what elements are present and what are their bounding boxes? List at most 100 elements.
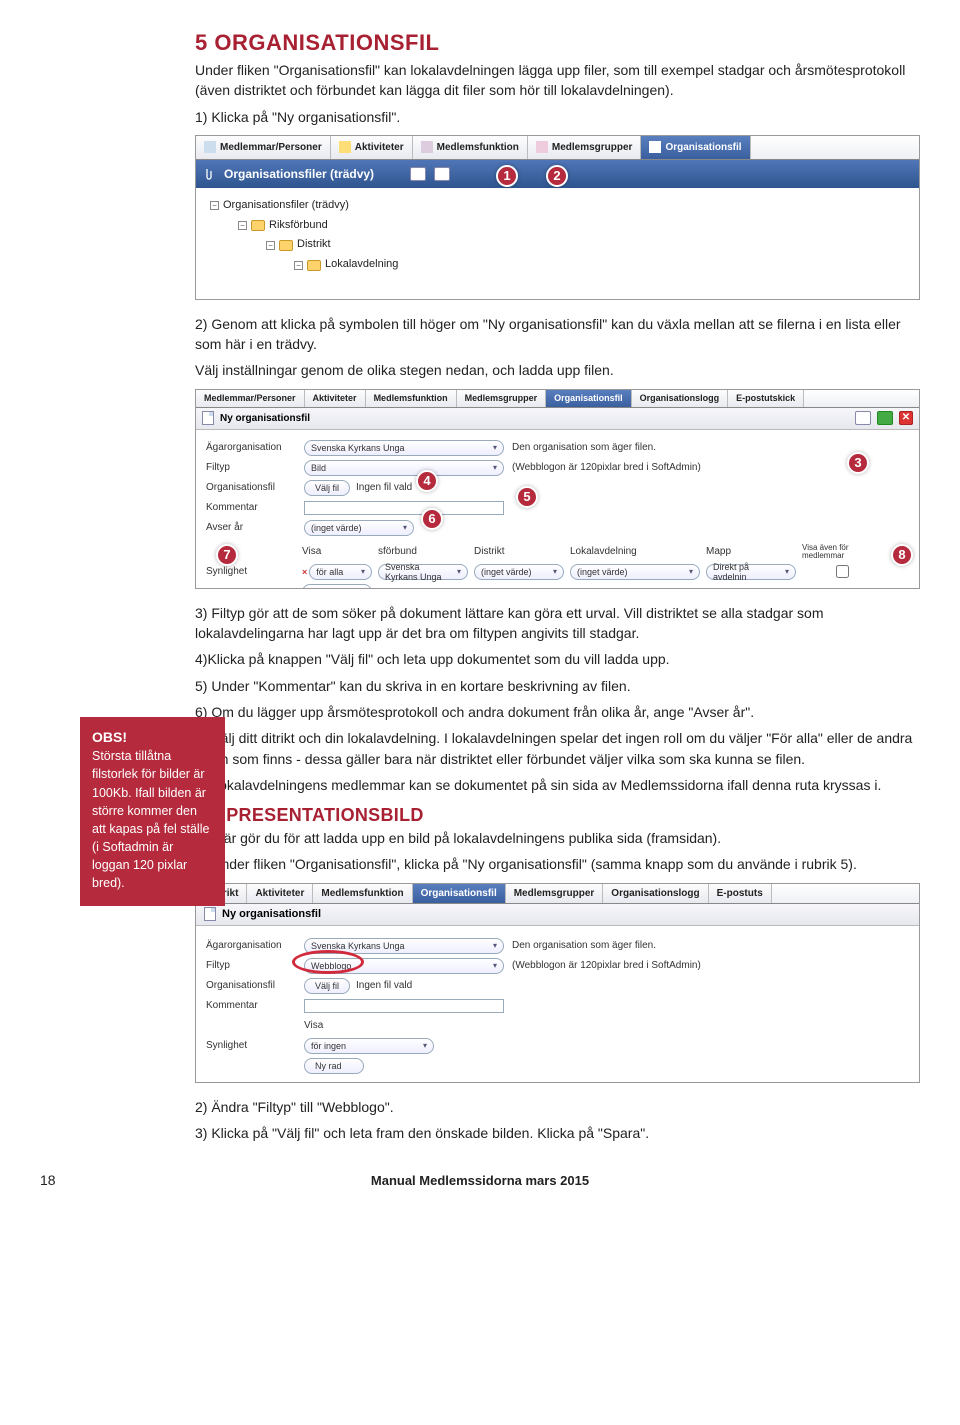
btn-ny-rad[interactable]: Ny rad	[302, 584, 372, 589]
step-4: 4)Klicka på knappen "Välj fil" och leta …	[195, 649, 920, 669]
sel-agarorg[interactable]: Svenska Kyrkans Unga	[304, 440, 504, 456]
highlight-oval	[292, 950, 364, 974]
hdr-forbund: sförbund	[378, 546, 468, 557]
badge-2: 2	[546, 165, 568, 187]
sel-lokav[interactable]: (inget värde)	[570, 564, 700, 580]
hdr-visa: Visa	[302, 546, 372, 557]
lbl-avser-ar: Avser år	[206, 522, 296, 533]
ss3-subbar: Ny organisationsfil	[196, 904, 919, 926]
tab-aktiviteter[interactable]: Aktiviteter	[331, 136, 413, 159]
ss3-tab-4[interactable]: Medlemsgrupper	[506, 884, 604, 903]
ss3-hdr-visa: Visa	[304, 1020, 374, 1031]
ss2-tab-6[interactable]: E-postutskick	[728, 390, 804, 407]
section-5-1-p2: 1) Under fliken "Organisationsfil", klic…	[195, 854, 920, 874]
badge-1: 1	[496, 165, 518, 187]
remove-row-icon[interactable]: ×	[302, 567, 307, 577]
ss2-tab-5[interactable]: Organisationslogg	[632, 390, 729, 407]
sel-avser-ar[interactable]: (inget värde)	[304, 520, 414, 536]
document-icon	[202, 411, 214, 425]
section-5-intro: Under fliken "Organisationsfil" kan loka…	[195, 60, 920, 101]
lbl-synlighet: Synlighet	[206, 566, 296, 577]
ss3-hint-agarorg: Den organisation som äger filen.	[512, 940, 909, 951]
screenshot-1: Medlemmar/Personer Aktiviteter Medlemsfu…	[195, 135, 920, 300]
tree-distrikt[interactable]: −Distrikt	[210, 235, 909, 255]
ss1-tabs: Medlemmar/Personer Aktiviteter Medlemsfu…	[196, 136, 919, 160]
step-choose: Välj inställningar genom de olika stegen…	[195, 360, 920, 380]
ss3-hint-filtyp: (Webblogon är 120pixlar bred i SoftAdmin…	[512, 960, 909, 971]
screenshot-2: Medlemmar/Personer Aktiviteter Medlemsfu…	[195, 389, 920, 589]
tab-organisationsfil[interactable]: Organisationsfil	[641, 136, 750, 159]
ss2-icon-cal[interactable]	[855, 411, 871, 425]
sel-mapp[interactable]: Direkt på avdelnin	[706, 564, 796, 580]
ss3-tab-2[interactable]: Medlemsfunktion	[313, 884, 412, 903]
tree-lokalavdelning[interactable]: −Lokalavdelning	[210, 255, 909, 275]
screenshot-3: Distrikt Aktiviteter Medlemsfunktion Org…	[195, 883, 920, 1083]
sel-for-alla[interactable]: för alla	[309, 564, 372, 580]
ss2-form: Ägarorganisation Svenska Kyrkans Unga De…	[196, 430, 919, 589]
input-kommentar[interactable]	[304, 501, 504, 515]
toggle-view-button[interactable]	[434, 167, 450, 181]
ss2-tab-3[interactable]: Medlemsgrupper	[457, 390, 547, 407]
after-p1: 2) Ändra "Filtyp" till "Webblogo".	[195, 1097, 920, 1117]
ss3-btn-valj-fil[interactable]: Välj fil	[304, 978, 350, 994]
ss3-lbl-agarorg: Ägarorganisation	[206, 940, 296, 951]
ss3-btn-ny-rad[interactable]: Ny rad	[304, 1058, 364, 1074]
section-5-1-p1: Så här gör du för att ladda upp en bild …	[195, 828, 920, 848]
hdr-visa-medlemmar: Visa även för medlemmar	[802, 544, 882, 560]
val-ingen-fil: Ingen fil vald	[356, 482, 412, 493]
ss2-subbar: Ny organisationsfil ✕	[196, 408, 919, 430]
ss2-tab-4[interactable]: Organisationsfil	[546, 390, 632, 407]
badge-7: 7	[216, 544, 238, 566]
sel-filtyp[interactable]: Bild	[304, 460, 504, 476]
sel-distrikt[interactable]: (inget värde)	[474, 564, 564, 580]
ss2-tab-0[interactable]: Medlemmar/Personer	[196, 390, 305, 407]
section-5-title: 5 ORGANISATIONSFIL	[195, 30, 920, 56]
ss2-tab-1[interactable]: Aktiviteter	[305, 390, 366, 407]
chk-visa-medlemmar[interactable]	[836, 565, 849, 578]
hdr-mapp: Mapp	[706, 546, 796, 557]
step-6: 6) Om du lägger upp årsmötesprotokoll oc…	[195, 702, 920, 722]
ss3-sel-for-ingen[interactable]: för ingen	[304, 1038, 434, 1054]
tree-riksforbund[interactable]: −Riksförbund	[210, 216, 909, 236]
ss3-input-kommentar[interactable]	[304, 999, 504, 1013]
step-1: 1) Klicka på "Ny organisationsfil".	[195, 107, 920, 127]
new-file-button[interactable]	[410, 167, 426, 181]
obs-title: OBS!	[92, 727, 213, 747]
hdr-lokalavdelning: Lokalavdelning	[570, 546, 700, 557]
ss3-lbl-kommentar: Kommentar	[206, 1000, 296, 1011]
sel-sku[interactable]: Svenska Kyrkans Unga	[378, 564, 468, 580]
close-icon[interactable]: ✕	[899, 411, 913, 425]
ss3-lbl-synlighet: Synlighet	[206, 1040, 296, 1051]
document-icon	[204, 907, 216, 921]
btn-valj-fil[interactable]: Välj fil	[304, 480, 350, 496]
ss3-val-ingen: Ingen fil vald	[356, 980, 412, 991]
tree-root[interactable]: −Organisationsfiler (trädvy)	[210, 196, 909, 216]
tab-medlemmar[interactable]: Medlemmar/Personer	[196, 136, 331, 159]
badge-6: 6	[421, 508, 443, 530]
lbl-kommentar: Kommentar	[206, 502, 296, 513]
ss1-subbar-title: Organisationsfiler (trädvy)	[224, 167, 374, 181]
ss2-tabs: Medlemmar/Personer Aktiviteter Medlemsfu…	[196, 390, 919, 408]
ss3-tabs: Distrikt Aktiviteter Medlemsfunktion Org…	[196, 884, 919, 904]
obs-text: Största tillåtna filstorlek för bilder ä…	[92, 747, 213, 892]
step-7: 7) Välj ditt ditrikt och din lokalavdeln…	[195, 728, 920, 769]
step-8: 8) Lokalavdelningens medlemmar kan se do…	[195, 775, 920, 795]
tab-medlemsgrupper[interactable]: Medlemsgrupper	[528, 136, 642, 159]
ss3-form: Ägarorganisation Svenska Kyrkans Unga De…	[196, 926, 919, 1083]
ss2-tab-2[interactable]: Medlemsfunktion	[366, 390, 457, 407]
tab-medlemsfunktion[interactable]: Medlemsfunktion	[413, 136, 528, 159]
ss3-tab-6[interactable]: E-postuts	[709, 884, 772, 903]
ss3-tab-3[interactable]: Organisationsfil	[413, 884, 506, 903]
hdr-distrikt: Distrikt	[474, 546, 564, 557]
ss3-tab-5[interactable]: Organisationslogg	[603, 884, 708, 903]
ss1-tree: −Organisationsfiler (trädvy) −Riksförbun…	[196, 188, 919, 289]
ss3-tab-1[interactable]: Aktiviteter	[247, 884, 313, 903]
ss2-icon-plus[interactable]	[877, 411, 893, 425]
hint-agarorg: Den organisation som äger filen.	[512, 442, 909, 453]
section-5-1-title: 5.1 PRESENTATIONSBILD	[195, 805, 920, 826]
ss3-lbl-filtyp: Filtyp	[206, 960, 296, 971]
badge-5: 5	[516, 486, 538, 508]
badge-3: 3	[847, 452, 869, 474]
step-3: 3) Filtyp gör att de som söker på dokume…	[195, 603, 920, 644]
lbl-orgfil: Organisationsfil	[206, 482, 296, 493]
